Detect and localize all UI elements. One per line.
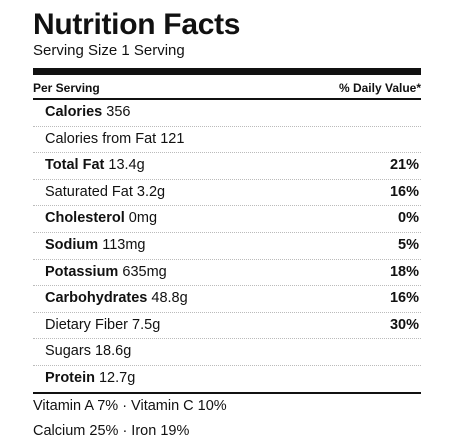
daily-value-percent (419, 100, 421, 126)
nutrient-label: Sodium 113mg (33, 233, 145, 259)
nutrient-name: Protein (45, 369, 95, 386)
nutrient-amount: 356 (106, 104, 131, 120)
nutrient-label: Total Fat 13.4g (33, 153, 145, 179)
nutrient-name: Sodium (45, 236, 99, 253)
nutrient-name: Calories from Fat (45, 130, 157, 147)
nutrient-row: Saturated Fat 3.2g 16% (33, 180, 421, 207)
nutrient-label: Calories from Fat 121 (33, 127, 184, 153)
nutrient-label: Sugars 18.6g (33, 339, 131, 365)
nutrient-amount: 13.4g (108, 157, 145, 174)
daily-value-percent (419, 127, 421, 153)
nutrient-row: Calories from Fat 121 (33, 127, 421, 154)
nutrient-row: Dietary Fiber 7.5g 30% (33, 313, 421, 340)
daily-value-percent: 30% (389, 316, 419, 333)
daily-value-percent: 16% (389, 183, 419, 200)
daily-value-percent (419, 366, 421, 392)
nutrient-amount: 18.6g (94, 343, 132, 360)
nutrient-amount: 113mg (102, 236, 146, 253)
daily-value-percent: 0% (398, 210, 419, 227)
nutrition-label: Nutrition Facts Serving Size 1 Serving P… (33, 8, 421, 444)
nutrient-label: Protein 12.7g (33, 366, 135, 392)
serving-size: Serving Size 1 Serving (33, 42, 185, 59)
nutrient-name: Potassium (45, 263, 119, 280)
label-title: Nutrition Facts (33, 8, 241, 41)
vitamins-line-2: Calcium 25% · Iron 19% (33, 422, 190, 439)
vitamins-line-1: Vitamin A 7% · Vitamin C 10% (33, 397, 227, 414)
nutrient-label: Dietary Fiber 7.5g (33, 313, 160, 339)
nutrient-name: Calories (45, 104, 103, 120)
daily-value-percent: 21% (389, 157, 419, 174)
nutrient-amount: 48.8g (151, 290, 188, 307)
daily-value-percent: 16% (389, 290, 419, 307)
nutrient-amount: 121 (160, 130, 185, 147)
nutrient-amount: 12.7g (98, 369, 136, 386)
per-serving-header: Per Serving (33, 81, 100, 95)
nutrient-name: Cholesterol (45, 210, 125, 227)
nutrient-row: Calories 356 (33, 100, 421, 127)
nutrient-list: Calories 356 Calories from Fat 121 Total F… (33, 100, 421, 392)
nutrient-label: Cholesterol 0mg (33, 206, 157, 232)
nutrient-row: Carbohydrates 48.8g 16% (33, 286, 421, 313)
nutrient-name: Dietary Fiber (45, 316, 128, 333)
nutrient-label: Calories 356 (33, 100, 130, 126)
nutrient-amount: 3.2g (136, 183, 166, 200)
nutrient-name: Saturated Fat (45, 183, 133, 200)
header-divider (33, 98, 421, 100)
daily-value-header: % Daily Value* (338, 81, 421, 95)
nutrient-amount: 635mg (122, 263, 167, 280)
daily-value-percent: 5% (398, 236, 419, 253)
nutrient-label: Saturated Fat 3.2g (33, 180, 165, 206)
nutrient-name: Carbohydrates (45, 290, 148, 307)
nutrient-label: Carbohydrates 48.8g (33, 286, 188, 312)
nutrient-label: Potassium 635mg (33, 260, 167, 286)
thick-divider (33, 68, 421, 75)
daily-value-percent: 18% (389, 263, 419, 280)
nutrient-name: Sugars (45, 343, 91, 360)
nutrient-row: Sugars 18.6g (33, 339, 421, 366)
nutrient-amount: 7.5g (132, 316, 161, 333)
nutrient-row: Sodium 113mg 5% (33, 233, 421, 260)
nutrient-row: Protein 12.7g (33, 366, 421, 392)
nutrient-amount: 0mg (128, 210, 158, 227)
bottom-divider (33, 391, 421, 394)
nutrient-row: Potassium 635mg 18% (33, 260, 421, 287)
nutrient-name: Total Fat (45, 157, 105, 174)
daily-value-percent (419, 339, 421, 365)
column-header: Per Serving % Daily Value* (33, 78, 421, 98)
nutrient-row: Total Fat 13.4g 21% (33, 153, 421, 180)
nutrient-row: Cholesterol 0mg 0% (33, 206, 421, 233)
